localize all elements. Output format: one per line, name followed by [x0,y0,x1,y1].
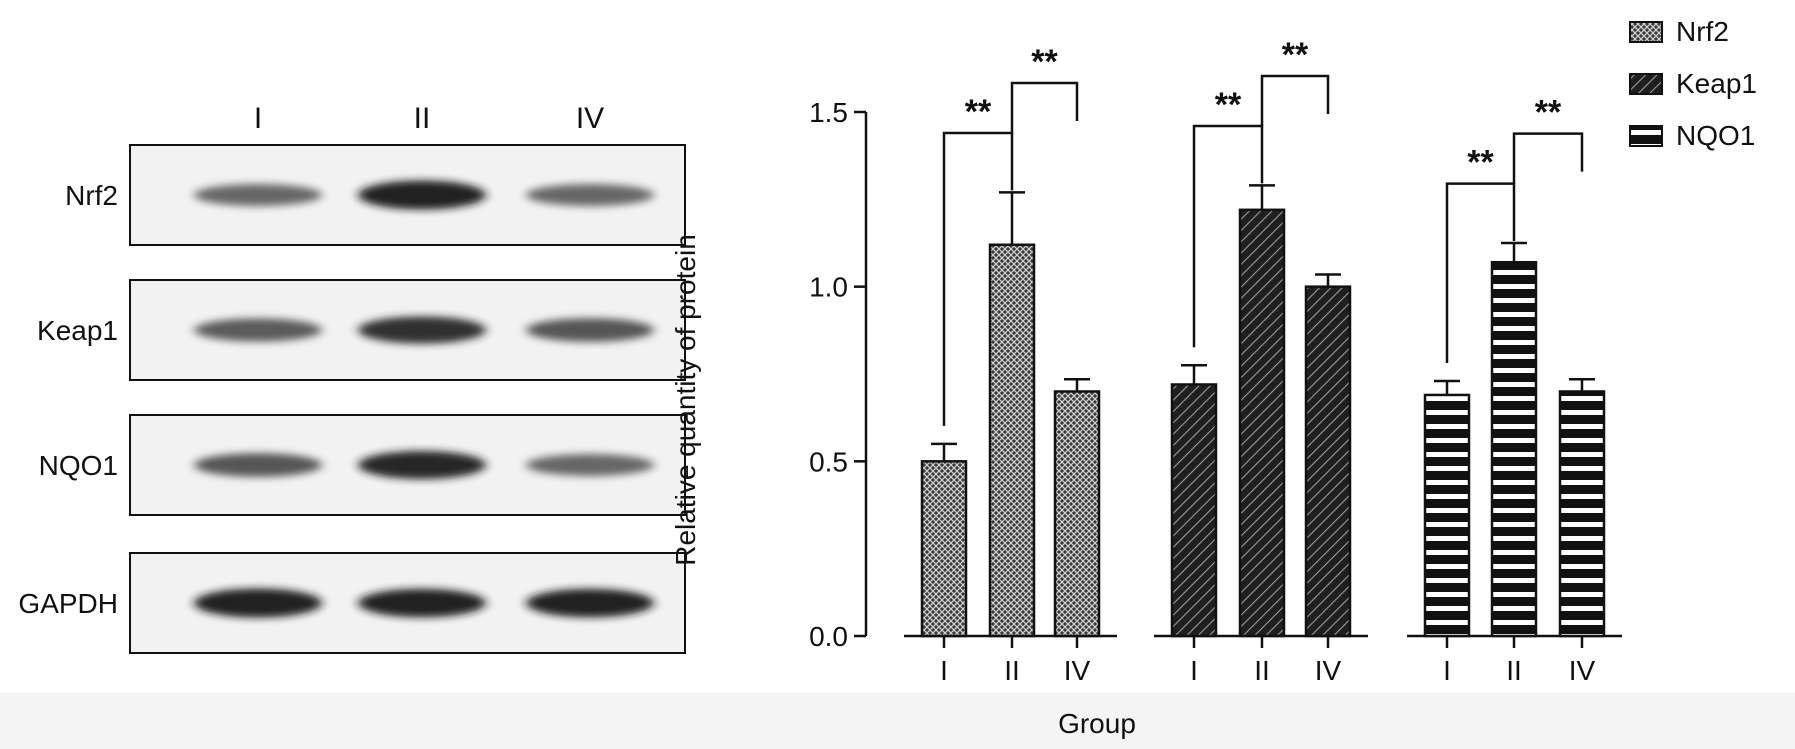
blot-band [358,588,486,618]
y-tick-label: 1.5 [809,97,848,128]
bar [1490,260,1538,638]
chart-legend: Nrf2 Keap1 NQO1 [1629,16,1757,151]
significance-bracket [1192,124,1264,348]
blot-row-label: Keap1 [37,315,118,346]
bar [1053,390,1101,638]
legend-label: Nrf2 [1676,16,1729,47]
x-tick-label: II [1506,655,1522,686]
significance-bracket [1010,81,1079,133]
x-tick-label: IV [1064,655,1091,686]
x-tick-label: I [1190,655,1198,686]
bottom-band [0,693,1795,749]
legend-swatch [1629,73,1663,95]
x-tick-label: IV [1315,655,1342,686]
blot-band [194,184,322,206]
x-tick-label: IV [1569,655,1596,686]
significance-label: ** [1535,94,1562,132]
bar [1304,285,1352,638]
blot-row-label: GAPDH [18,588,118,619]
blot-lane-label: II [414,102,431,135]
blot-band [526,184,654,206]
bar [1423,393,1471,638]
y-tick-label: 0.0 [809,621,848,652]
x-axis-label: Group [1058,708,1136,739]
significance-label: ** [1031,43,1058,81]
significance-label: ** [965,93,992,131]
legend-swatch [1629,125,1663,147]
significance-label: ** [1215,86,1242,124]
legend-swatch [1629,21,1663,43]
blot-band [194,318,322,342]
blot-band [526,588,654,618]
x-tick-label: II [1254,655,1270,686]
significance-bracket [1512,132,1584,184]
blot-row-label: NQO1 [39,450,118,481]
y-axis-label: Relative quantity of protein [670,234,701,566]
blot-band [358,316,486,344]
bar-chart: Relative quantity of protein Group 0.0 0.… [670,36,1622,739]
significance-bracket [1445,182,1516,363]
y-tick-label: 1.0 [809,272,848,303]
significance-label: ** [1282,36,1309,74]
bar [1558,390,1606,638]
significance-label: ** [1467,144,1494,182]
bar [1170,383,1218,638]
blot-lane-label: I [254,102,262,135]
blot-lane-label: IV [576,102,604,135]
blot-band [194,453,322,477]
blot-band [194,588,322,618]
significance-bracket [1260,74,1330,126]
bar [920,460,968,638]
x-tick-label: I [940,655,948,686]
blot-band [526,318,654,342]
blot-band [526,454,654,476]
legend-label: NQO1 [1676,120,1755,151]
bar [1238,208,1286,638]
blot-row-label: Nrf2 [65,180,118,211]
significance-bracket [942,131,1014,426]
bar [988,243,1036,638]
x-tick-label: II [1004,655,1020,686]
blot-band [358,180,486,210]
x-tick-label: I [1443,655,1451,686]
blot-band [358,450,486,480]
y-tick-label: 0.5 [809,446,848,477]
legend-label: Keap1 [1676,68,1757,99]
